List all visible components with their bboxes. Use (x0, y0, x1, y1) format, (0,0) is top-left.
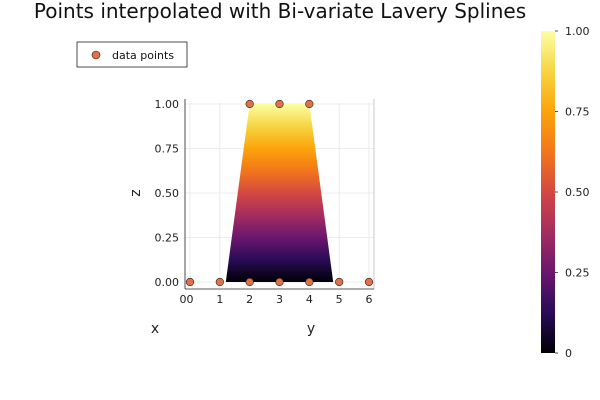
colorbar-tick-label: 0.50 (565, 186, 590, 199)
surface-shape (190, 104, 369, 282)
data-point (245, 277, 254, 287)
y-tick-label: 1 (216, 293, 223, 306)
z-tick-label: 0.75 (155, 143, 180, 156)
colorbar-tick-label: 0.25 (565, 267, 590, 280)
data-point (364, 277, 374, 287)
axes: 0.00 0.25 0.50 0.75 1.00 0 1 2 3 4 5 6 0 (155, 98, 375, 306)
z-tick-label: 0.50 (155, 187, 180, 200)
legend-marker (91, 50, 101, 60)
y-tick-label: 3 (276, 293, 283, 306)
z-tick-label: 0.00 (155, 276, 180, 289)
z-axis-label: z (128, 189, 144, 196)
colorbar: 0 0.25 0.50 0.75 1.00 (541, 25, 590, 360)
data-point (305, 277, 314, 287)
surface (190, 104, 369, 282)
y-tick-label: 2 (246, 293, 253, 306)
z-tick-label: 1.00 (155, 98, 180, 111)
y-tick-label: 6 (366, 293, 373, 306)
data-point (185, 277, 195, 287)
data-point (215, 277, 224, 287)
x-tick-label: 0 (180, 293, 187, 306)
data-point (275, 277, 284, 287)
colorbar-tick-label: 0 (565, 347, 572, 360)
legend-label: data points (112, 49, 174, 62)
legend: data points (76, 41, 188, 68)
data-points (185, 99, 374, 287)
data-point (245, 99, 254, 109)
z-tick-label: 0.25 (155, 232, 180, 245)
y-tick-label: 0 (187, 293, 194, 306)
y-tick-label: 4 (306, 293, 313, 306)
data-point (305, 99, 314, 109)
colorbar-tick-label: 0.75 (565, 106, 590, 119)
y-axis-label: y (307, 321, 315, 337)
chart-title: Points interpolated with Bi-variate Lave… (34, 0, 526, 23)
data-point (335, 277, 344, 287)
colorbar-gradient (541, 31, 555, 353)
data-point (275, 99, 284, 109)
colorbar-tick-label: 1.00 (565, 25, 590, 38)
y-tick-label: 5 (336, 293, 343, 306)
x-axis-label: x (151, 321, 159, 337)
